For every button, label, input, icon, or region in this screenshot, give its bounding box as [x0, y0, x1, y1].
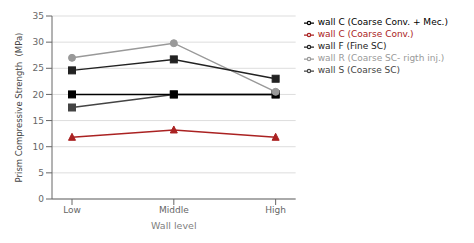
svg-text:Prism Compressive Strength (M: Prism Compressive Strength (MPa): [14, 33, 24, 183]
svg-text:10: 10: [33, 142, 45, 152]
svg-text:25: 25: [33, 63, 44, 73]
svg-text:Middle: Middle: [159, 205, 189, 215]
html-text:wall R (Coarse SC- rigth inj.): wall R (Coarse SC- rigth inj.): [317, 53, 445, 63]
svg-text:30: 30: [33, 37, 45, 47]
svg-text:Wall level: Wall level: [151, 220, 197, 231]
svg-text:Low: Low: [63, 205, 81, 215]
svg-text:15: 15: [33, 116, 44, 126]
svg-text:5: 5: [38, 168, 44, 178]
html-text:wall C (Coarse Conv.): wall C (Coarse Conv.): [317, 29, 414, 39]
svg-text:20: 20: [33, 90, 45, 100]
svg-text:High: High: [265, 205, 286, 215]
html-text:wall F (Fine SC): wall F (Fine SC): [317, 41, 387, 51]
svg-text:0: 0: [38, 194, 44, 204]
html-text:wall S (Coarse SC): wall S (Coarse SC): [317, 65, 401, 75]
svg-text:35: 35: [33, 11, 44, 21]
html-text:wall C (Coarse Conv. + Mec.): wall C (Coarse Conv. + Mec.): [317, 17, 448, 27]
